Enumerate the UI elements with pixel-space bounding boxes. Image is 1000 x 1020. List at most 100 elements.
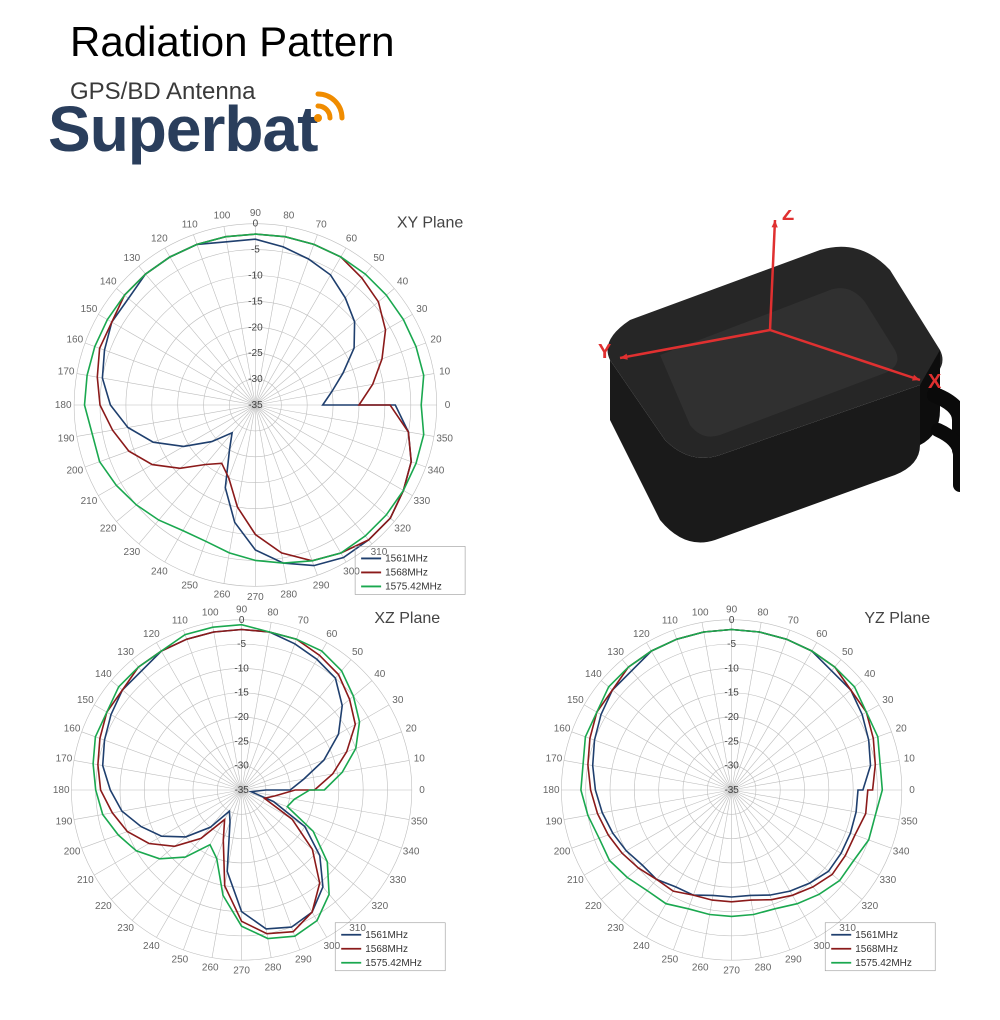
svg-text:350: 350 bbox=[411, 816, 428, 827]
svg-text:40: 40 bbox=[397, 276, 409, 287]
svg-text:60: 60 bbox=[326, 629, 338, 640]
svg-text:0: 0 bbox=[419, 785, 425, 796]
svg-text:-30: -30 bbox=[248, 374, 263, 385]
svg-text:120: 120 bbox=[143, 629, 160, 640]
svg-text:0: 0 bbox=[909, 785, 915, 796]
svg-text:40: 40 bbox=[374, 669, 386, 680]
svg-text:130: 130 bbox=[117, 647, 134, 658]
svg-text:190: 190 bbox=[56, 816, 73, 827]
svg-text:0: 0 bbox=[253, 219, 259, 230]
svg-text:250: 250 bbox=[172, 955, 189, 966]
svg-text:170: 170 bbox=[58, 367, 75, 378]
svg-text:220: 220 bbox=[100, 524, 117, 535]
svg-text:120: 120 bbox=[151, 234, 168, 245]
svg-text:320: 320 bbox=[371, 901, 388, 912]
svg-text:-5: -5 bbox=[251, 245, 260, 256]
svg-text:-5: -5 bbox=[237, 639, 246, 650]
svg-text:-25: -25 bbox=[234, 736, 249, 747]
svg-text:340: 340 bbox=[428, 466, 445, 477]
svg-text:-25: -25 bbox=[724, 736, 739, 747]
svg-text:0: 0 bbox=[729, 615, 735, 626]
svg-text:80: 80 bbox=[283, 211, 295, 222]
svg-text:210: 210 bbox=[77, 875, 94, 886]
svg-text:260: 260 bbox=[202, 963, 219, 974]
svg-text:40: 40 bbox=[864, 669, 876, 680]
svg-text:140: 140 bbox=[100, 276, 117, 287]
svg-text:350: 350 bbox=[901, 816, 918, 827]
svg-text:240: 240 bbox=[143, 941, 160, 952]
svg-text:300: 300 bbox=[813, 941, 830, 952]
svg-text:-10: -10 bbox=[248, 271, 263, 282]
svg-text:320: 320 bbox=[861, 901, 878, 912]
svg-text:160: 160 bbox=[66, 334, 83, 345]
svg-text:-15: -15 bbox=[248, 296, 263, 307]
svg-text:200: 200 bbox=[66, 466, 83, 477]
svg-text:60: 60 bbox=[346, 234, 358, 245]
signal-icon bbox=[310, 86, 356, 126]
svg-text:330: 330 bbox=[389, 875, 406, 886]
svg-text:1561MHz: 1561MHz bbox=[855, 930, 898, 941]
svg-text:X: X bbox=[928, 371, 942, 393]
svg-text:-20: -20 bbox=[248, 322, 263, 333]
svg-text:1575.42MHz: 1575.42MHz bbox=[365, 958, 422, 969]
svg-text:280: 280 bbox=[755, 963, 772, 974]
svg-text:180: 180 bbox=[543, 785, 560, 796]
svg-text:50: 50 bbox=[352, 647, 364, 658]
svg-text:310: 310 bbox=[349, 923, 366, 934]
svg-text:110: 110 bbox=[182, 219, 198, 230]
svg-text:70: 70 bbox=[788, 615, 800, 626]
svg-text:-20: -20 bbox=[234, 712, 249, 723]
svg-text:340: 340 bbox=[403, 847, 420, 858]
svg-text:210: 210 bbox=[567, 875, 584, 886]
svg-text:230: 230 bbox=[124, 547, 141, 558]
svg-text:100: 100 bbox=[214, 211, 231, 222]
svg-text:300: 300 bbox=[323, 941, 340, 952]
svg-text:180: 180 bbox=[55, 400, 72, 411]
svg-text:180: 180 bbox=[53, 785, 70, 796]
svg-text:110: 110 bbox=[662, 615, 678, 626]
svg-text:20: 20 bbox=[406, 723, 418, 734]
svg-text:70: 70 bbox=[298, 615, 310, 626]
svg-text:1575.42MHz: 1575.42MHz bbox=[855, 958, 912, 969]
svg-text:100: 100 bbox=[202, 607, 219, 618]
svg-text:10: 10 bbox=[439, 367, 451, 378]
svg-text:140: 140 bbox=[585, 669, 602, 680]
svg-text:1568MHz: 1568MHz bbox=[365, 944, 408, 955]
svg-text:-20: -20 bbox=[724, 712, 739, 723]
svg-text:320: 320 bbox=[394, 524, 411, 535]
svg-text:230: 230 bbox=[117, 923, 134, 934]
svg-text:170: 170 bbox=[546, 754, 563, 765]
svg-text:150: 150 bbox=[567, 695, 584, 706]
svg-text:-30: -30 bbox=[724, 761, 739, 772]
antenna-diagram: XYZ bbox=[540, 210, 960, 550]
svg-text:290: 290 bbox=[785, 955, 802, 966]
svg-text:50: 50 bbox=[842, 647, 854, 658]
svg-text:-35: -35 bbox=[724, 785, 739, 796]
svg-text:20: 20 bbox=[896, 723, 908, 734]
svg-text:210: 210 bbox=[81, 496, 98, 507]
svg-text:240: 240 bbox=[633, 941, 650, 952]
svg-text:Y: Y bbox=[598, 341, 612, 363]
svg-text:50: 50 bbox=[373, 253, 385, 264]
svg-text:120: 120 bbox=[633, 629, 650, 640]
svg-text:160: 160 bbox=[64, 723, 81, 734]
svg-text:220: 220 bbox=[95, 901, 112, 912]
svg-text:90: 90 bbox=[250, 208, 262, 219]
svg-text:1568MHz: 1568MHz bbox=[855, 944, 898, 955]
svg-text:30: 30 bbox=[882, 695, 894, 706]
svg-text:80: 80 bbox=[757, 607, 769, 618]
svg-text:-25: -25 bbox=[248, 348, 263, 359]
svg-text:-15: -15 bbox=[234, 688, 249, 699]
svg-text:200: 200 bbox=[64, 847, 81, 858]
svg-text:150: 150 bbox=[77, 695, 94, 706]
svg-text:130: 130 bbox=[124, 253, 141, 264]
svg-text:-15: -15 bbox=[724, 688, 739, 699]
svg-text:1561MHz: 1561MHz bbox=[365, 930, 408, 941]
svg-text:-35: -35 bbox=[248, 400, 263, 411]
svg-text:60: 60 bbox=[816, 629, 828, 640]
polar-chart: 0102030405060708090100110120130140150160… bbox=[30, 560, 490, 1020]
svg-text:270: 270 bbox=[723, 965, 740, 976]
svg-text:30: 30 bbox=[392, 695, 404, 706]
svg-text:230: 230 bbox=[607, 923, 624, 934]
page-title: Radiation Pattern bbox=[70, 18, 395, 66]
